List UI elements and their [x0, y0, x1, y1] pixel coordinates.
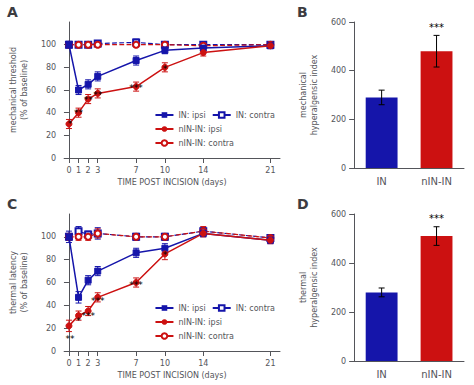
svg-text:0: 0 — [341, 357, 346, 366]
svg-text:1: 1 — [76, 359, 81, 368]
svg-text:200: 200 — [331, 308, 346, 317]
svg-text:14: 14 — [198, 166, 208, 175]
svg-text:**: ** — [93, 90, 103, 100]
svg-text:600: 600 — [331, 18, 346, 27]
svg-text:100: 100 — [41, 232, 56, 241]
svg-text:2: 2 — [86, 166, 91, 175]
svg-text:60: 60 — [46, 86, 56, 95]
svg-text:(% of baseline): (% of baseline) — [20, 252, 29, 312]
svg-text:400: 400 — [331, 259, 346, 268]
svg-text:3: 3 — [95, 359, 100, 368]
svg-text:*: * — [68, 119, 73, 129]
svg-text:600: 600 — [331, 210, 346, 219]
svg-text:***: *** — [129, 280, 143, 290]
svg-text:B: B — [297, 4, 308, 20]
svg-text:40: 40 — [46, 108, 56, 117]
svg-text:A: A — [7, 4, 18, 20]
svg-text:0: 0 — [51, 347, 56, 356]
svg-text:***: *** — [81, 311, 95, 321]
svg-text:10: 10 — [160, 166, 170, 175]
svg-text:80: 80 — [46, 255, 56, 264]
svg-text:40: 40 — [46, 301, 56, 310]
svg-text:***: *** — [91, 296, 105, 306]
svg-text:nIN-IN: nIN-IN — [421, 176, 452, 187]
svg-text:D: D — [297, 196, 309, 212]
svg-text:7: 7 — [134, 166, 139, 175]
svg-text:(% of baseline): (% of baseline) — [20, 60, 29, 120]
svg-text:21: 21 — [265, 359, 275, 368]
svg-text:10: 10 — [160, 359, 170, 368]
svg-text:nIN-IN: ipsi: nIN-IN: ipsi — [178, 318, 222, 327]
svg-text:TIME POST INCISION (days): TIME POST INCISION (days) — [117, 178, 227, 187]
svg-text:400: 400 — [331, 66, 346, 75]
svg-text:nIN-IN: contra: nIN-IN: contra — [178, 139, 234, 148]
svg-text:21: 21 — [265, 166, 275, 175]
svg-text:hyperalgensic index: hyperalgensic index — [310, 247, 319, 328]
svg-text:2: 2 — [86, 359, 91, 368]
svg-text:100: 100 — [41, 40, 56, 49]
svg-text:**: ** — [65, 334, 75, 344]
svg-text:0: 0 — [51, 154, 56, 163]
svg-text:20: 20 — [46, 131, 56, 140]
svg-text:80: 80 — [46, 63, 56, 72]
svg-text:0: 0 — [66, 359, 71, 368]
svg-text:0: 0 — [341, 164, 346, 173]
svg-text:***: *** — [429, 22, 444, 33]
svg-text:IN: IN — [376, 176, 386, 187]
svg-text:200: 200 — [331, 115, 346, 124]
svg-text:C: C — [7, 196, 17, 212]
svg-text:0: 0 — [66, 166, 71, 175]
svg-text:3: 3 — [95, 166, 100, 175]
svg-text:nIN-IN: contra: nIN-IN: contra — [178, 332, 234, 341]
svg-text:1: 1 — [76, 166, 81, 175]
svg-text:7: 7 — [134, 359, 139, 368]
svg-text:nIN-IN: ipsi: nIN-IN: ipsi — [178, 125, 222, 134]
svg-text:60: 60 — [46, 278, 56, 287]
svg-text:IN: IN — [376, 369, 386, 380]
svg-text:nIN-IN: nIN-IN — [421, 369, 452, 380]
svg-text:IN: ipsi: IN: ipsi — [178, 111, 205, 120]
svg-text:***: *** — [429, 213, 444, 224]
svg-text:20: 20 — [46, 324, 56, 333]
svg-text:IN: ipsi: IN: ipsi — [178, 304, 205, 313]
svg-text:**: ** — [74, 108, 84, 118]
svg-text:hyperalgensic index: hyperalgensic index — [310, 54, 319, 135]
svg-text:*: * — [163, 64, 168, 74]
svg-text:IN: contra: IN: contra — [236, 111, 275, 120]
svg-text:TIME POST INCISION (days): TIME POST INCISION (days) — [117, 371, 227, 380]
svg-text:mechanical threshold: mechanical threshold — [9, 47, 18, 133]
svg-text:**: ** — [84, 95, 94, 105]
svg-text:mechanical: mechanical — [299, 72, 308, 118]
svg-text:***: *** — [129, 83, 143, 93]
svg-text:*: * — [163, 250, 168, 260]
svg-text:thermal: thermal — [299, 272, 308, 303]
svg-text:14: 14 — [198, 359, 208, 368]
svg-text:thermal latency: thermal latency — [9, 251, 18, 314]
svg-text:IN: contra: IN: contra — [236, 304, 275, 313]
